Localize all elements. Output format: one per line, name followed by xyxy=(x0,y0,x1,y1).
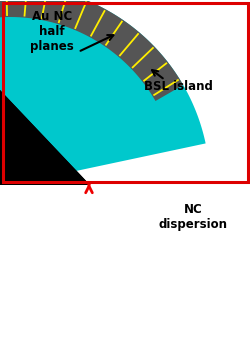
Polygon shape xyxy=(90,185,250,309)
Text: substrate: substrate xyxy=(79,270,150,323)
Bar xyxy=(68,219,110,249)
Text: NC
dispersion: NC dispersion xyxy=(158,203,226,231)
Bar xyxy=(0,0,250,1)
Polygon shape xyxy=(0,185,250,364)
Bar xyxy=(3,3,247,182)
Polygon shape xyxy=(0,95,80,185)
Text: BSL island: BSL island xyxy=(143,80,212,93)
Polygon shape xyxy=(0,90,90,185)
Text: Au NC
half
planes: Au NC half planes xyxy=(30,10,74,53)
Bar xyxy=(0,185,250,364)
Polygon shape xyxy=(0,0,182,101)
Polygon shape xyxy=(0,90,90,185)
Polygon shape xyxy=(0,0,205,185)
Bar xyxy=(0,185,250,364)
